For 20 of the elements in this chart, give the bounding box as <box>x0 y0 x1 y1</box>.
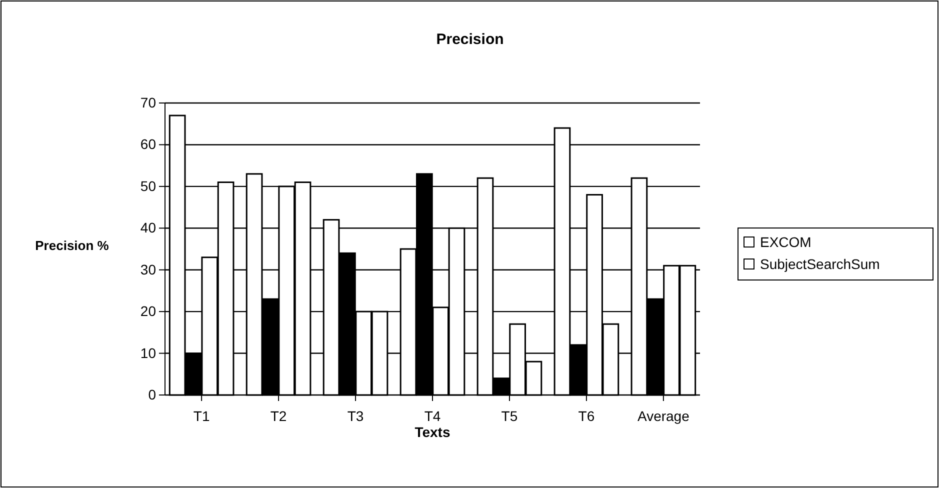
y-tick-label: 0 <box>148 386 156 402</box>
x-tick-label: T3 <box>347 408 364 424</box>
y-tick-label: 30 <box>140 261 156 278</box>
legend-label: SubjectSearchSum <box>760 256 880 272</box>
legend-label: EXCOM <box>760 234 812 250</box>
y-tick-label: 50 <box>140 178 156 194</box>
x-tick-label: T6 <box>578 408 595 424</box>
x-tick-label: T2 <box>270 408 287 424</box>
x-tick-label: Average <box>637 408 690 424</box>
x-axis-title: Texts <box>414 424 450 440</box>
x-tick-label: T5 <box>501 408 518 424</box>
chart-title: Precision <box>436 31 504 48</box>
y-tick-label: 10 <box>140 344 156 361</box>
y-tick-label: 20 <box>140 303 156 320</box>
x-tick-label: T1 <box>193 408 210 424</box>
y-tick-label: 70 <box>140 94 156 110</box>
y-axis-title: Precision % <box>35 238 110 253</box>
y-tick-label: 60 <box>140 136 156 152</box>
y-tick-label: 40 <box>140 220 156 236</box>
x-tick-label: T4 <box>424 408 441 424</box>
